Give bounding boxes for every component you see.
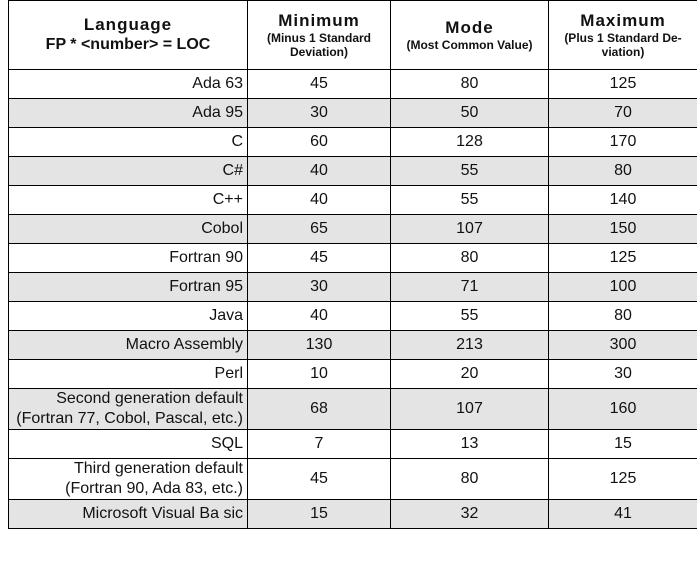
table-row: C# 40 55 80 — [8, 156, 697, 186]
value-cell: 70 — [548, 98, 697, 128]
value-cell: 140 — [548, 185, 697, 215]
language-cell: C# — [8, 156, 248, 186]
value-cell: 45 — [247, 458, 391, 500]
value-cell: 40 — [247, 156, 391, 186]
value-cell: 41 — [548, 499, 697, 529]
value-cell: 213 — [390, 330, 549, 360]
header-row: Language FP * <number> = LOC Minimum (Minus… — [8, 0, 697, 70]
table-row: Java 40 55 80 — [8, 301, 697, 331]
value-cell: 30 — [548, 359, 697, 389]
value-cell: 68 — [247, 388, 391, 430]
value-cell: 20 — [390, 359, 549, 389]
value-cell: 15 — [548, 429, 697, 459]
value-cell: 80 — [390, 69, 549, 99]
value-cell: 80 — [548, 301, 697, 331]
value-cell: 125 — [548, 69, 697, 99]
value-cell: 80 — [390, 243, 549, 273]
language-cell: Ada 63 — [8, 69, 248, 99]
value-cell: 300 — [548, 330, 697, 360]
value-cell: 71 — [390, 272, 549, 302]
language-cell: Cobol — [8, 214, 248, 244]
value-cell: 125 — [548, 243, 697, 273]
value-cell: 10 — [247, 359, 391, 389]
table-row: Cobol 65 107 150 — [8, 214, 697, 244]
header-subtitle: Deviation) — [289, 45, 348, 59]
table-row: Second generation default (Fortran 77, C… — [8, 388, 697, 430]
value-cell: 80 — [390, 458, 549, 500]
value-cell: 60 — [247, 127, 391, 157]
language-cell: Perl — [8, 359, 248, 389]
value-cell: 107 — [390, 214, 549, 244]
column-header: Language FP * <number> = LOC — [8, 0, 248, 70]
header-subtitle: (Minus 1 Standard — [266, 31, 371, 45]
header-subtitle: viation) — [601, 45, 645, 59]
value-cell: 80 — [548, 156, 697, 186]
header-title: Minimum — [278, 11, 360, 30]
language-cell: Fortran 90 — [8, 243, 248, 273]
value-cell: 45 — [247, 243, 391, 273]
table-row: Microsoft Visual Ba sic 15 32 41 — [8, 499, 697, 529]
column-header: Minimum (Minus 1 Standard Deviation) — [247, 0, 391, 70]
language-cell: C — [8, 127, 248, 157]
table-row: Perl 10 20 30 — [8, 359, 697, 389]
value-cell: 30 — [247, 98, 391, 128]
table-row: SQL 7 13 15 — [8, 429, 697, 459]
value-cell: 55 — [390, 301, 549, 331]
value-cell: 170 — [548, 127, 697, 157]
header-title: Mode — [445, 18, 494, 37]
language-cell: SQL — [8, 429, 248, 459]
header-subtitle: (Most Common Value) — [406, 38, 533, 52]
header-title: Maximum — [580, 11, 666, 30]
table-row: Ada 63 45 80 125 — [8, 69, 697, 99]
column-header: Maximum (Plus 1 Standard De-viation) — [548, 0, 697, 70]
table-row: C 60 128 170 — [8, 127, 697, 157]
value-cell: 32 — [390, 499, 549, 529]
language-cell: Ada 95 — [8, 98, 248, 128]
column-header: Mode (Most Common Value) — [390, 0, 549, 70]
table-row: Third generation default (Fortran 90, Ad… — [8, 458, 697, 500]
value-cell: 65 — [247, 214, 391, 244]
value-cell: 30 — [247, 272, 391, 302]
value-cell: 13 — [390, 429, 549, 459]
value-cell: 40 — [247, 301, 391, 331]
value-cell: 40 — [247, 185, 391, 215]
value-cell: 55 — [390, 156, 549, 186]
table-row: Fortran 90 45 80 125 — [8, 243, 697, 273]
value-cell: 160 — [548, 388, 697, 430]
header-subtitle: FP * <number> = LOC — [45, 36, 211, 53]
value-cell: 50 — [390, 98, 549, 128]
value-cell: 107 — [390, 388, 549, 430]
header-subtitle: (Plus 1 Standard De- — [564, 31, 682, 45]
table-row: C++ 40 55 140 — [8, 185, 697, 215]
table-row: Ada 95 30 50 70 — [8, 98, 697, 128]
table-row: Fortran 95 30 71 100 — [8, 272, 697, 302]
value-cell: 15 — [247, 499, 391, 529]
value-cell: 100 — [548, 272, 697, 302]
language-cell: Fortran 95 — [8, 272, 248, 302]
language-cell: Second generation default (Fortran 77, C… — [8, 388, 248, 430]
table-row: Macro Assembly 130 213 300 — [8, 330, 697, 360]
language-cell: Third generation default (Fortran 90, Ad… — [8, 458, 248, 500]
language-cell: Java — [8, 301, 248, 331]
value-cell: 125 — [548, 458, 697, 500]
value-cell: 128 — [390, 127, 549, 157]
language-cell: Macro Assembly — [8, 330, 248, 360]
value-cell: 45 — [247, 69, 391, 99]
header-title: Language — [83, 15, 173, 34]
value-cell: 7 — [247, 429, 391, 459]
value-cell: 130 — [247, 330, 391, 360]
loc-table: Language FP * <number> = LOC Minimum (Minus… — [8, 0, 697, 529]
language-cell: Microsoft Visual Ba sic — [8, 499, 248, 529]
value-cell: 150 — [548, 214, 697, 244]
value-cell: 55 — [390, 185, 549, 215]
language-cell: C++ — [8, 185, 248, 215]
